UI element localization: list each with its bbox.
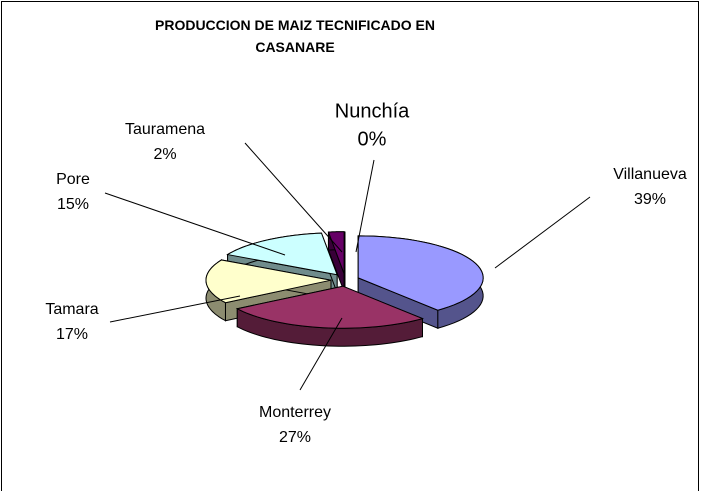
leader-line [109, 295, 241, 323]
slice-top [357, 235, 484, 311]
slice-top [235, 285, 425, 329]
pie-slice [357, 235, 484, 329]
slice-label: Pore [56, 171, 90, 188]
slice-value-label: 17% [56, 326, 88, 343]
leader-line [244, 142, 343, 253]
leader-line [355, 159, 375, 253]
leader-line [299, 317, 343, 391]
pie-slice [235, 285, 425, 347]
slice-label: Villanueva [613, 166, 687, 183]
slice-value-label: 0% [358, 128, 387, 150]
slice-value-label: 39% [634, 191, 666, 208]
slice-top [205, 259, 332, 304]
slice-label: Tamara [45, 301, 98, 318]
slice-label: Monterrey [259, 404, 331, 421]
leader-line [494, 196, 591, 269]
chart-border [1, 1, 699, 491]
slice-label: Nunchía [335, 100, 410, 122]
leader-line [104, 192, 286, 256]
slice-top [327, 231, 345, 274]
slice-value-label: 2% [153, 146, 176, 163]
slice-value-label: 27% [279, 429, 311, 446]
slice-value-label: 15% [57, 196, 89, 213]
pie-slice [327, 231, 345, 292]
chart-title: PRODUCCION DE MAIZ TECNIFICADO EN CASANA… [155, 17, 435, 55]
slice-label: Tauramena [125, 121, 205, 138]
